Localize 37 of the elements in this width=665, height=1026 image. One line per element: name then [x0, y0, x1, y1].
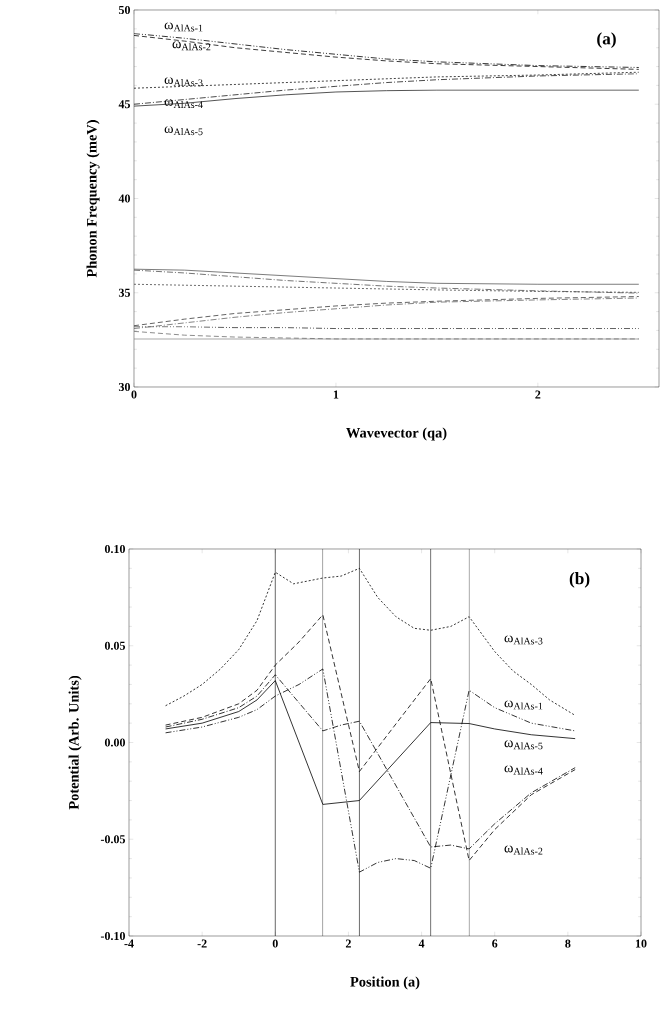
series-label: ω$_{AlAs-1}$ [504, 700, 543, 710]
y-tick-label: 50 [118, 5, 130, 15]
annotation: (b) [569, 572, 590, 588]
y-tick-label: 0.10 [104, 544, 125, 554]
series-label: ω$_{AlAs-1}$ [164, 22, 203, 32]
y-tick-label: 30 [118, 382, 130, 392]
x-tick-label: -4 [124, 939, 134, 948]
x-tick-label: 10 [635, 939, 647, 948]
series-label: ω$_{AlAs-5}$ [164, 126, 203, 136]
series-label: ω$_{AlAs-3}$ [164, 77, 203, 87]
x-tick-label: 0 [131, 390, 137, 399]
series-label: ω$_{AlAs-3}$ [504, 635, 543, 645]
y-tick-label: -0.05 [100, 835, 126, 844]
series-label: ω$_{AlAs-4}$ [504, 765, 543, 775]
x-tick-label: 4 [418, 939, 425, 948]
y-tick-label: 35 [118, 288, 131, 297]
x-tick-label: 2 [535, 390, 541, 399]
x-axis-title: Position (a) [350, 976, 420, 990]
x-axis-title: Wavevector (qa) [346, 427, 447, 441]
y-axis-title: Potential (Arb. Units) [68, 675, 82, 810]
y-tick-label: 0.05 [104, 641, 126, 650]
annotation: (a) [597, 32, 616, 48]
y-tick-label: 45 [118, 100, 131, 109]
y-tick-label: -0.10 [100, 931, 125, 941]
series-label: ω$_{AlAs-5}$ [504, 740, 543, 750]
series-label: ω$_{AlAs-2}$ [172, 41, 211, 51]
series-label: ω$_{AlAs-4}$ [164, 98, 203, 108]
y-tick-label: 40 [118, 194, 130, 203]
x-tick-label: 6 [492, 939, 498, 948]
x-tick-label: 0 [272, 939, 278, 948]
x-tick-label: 8 [565, 939, 571, 948]
x-tick-label: 2 [345, 939, 351, 948]
y-axis-title: Phonon Frequency (meV) [86, 120, 100, 278]
x-tick-label: -2 [197, 939, 207, 948]
x-tick-label: 1 [333, 390, 339, 399]
y-tick-label: 0.00 [104, 738, 125, 747]
series-label: ω$_{AlAs-2}$ [504, 845, 543, 855]
